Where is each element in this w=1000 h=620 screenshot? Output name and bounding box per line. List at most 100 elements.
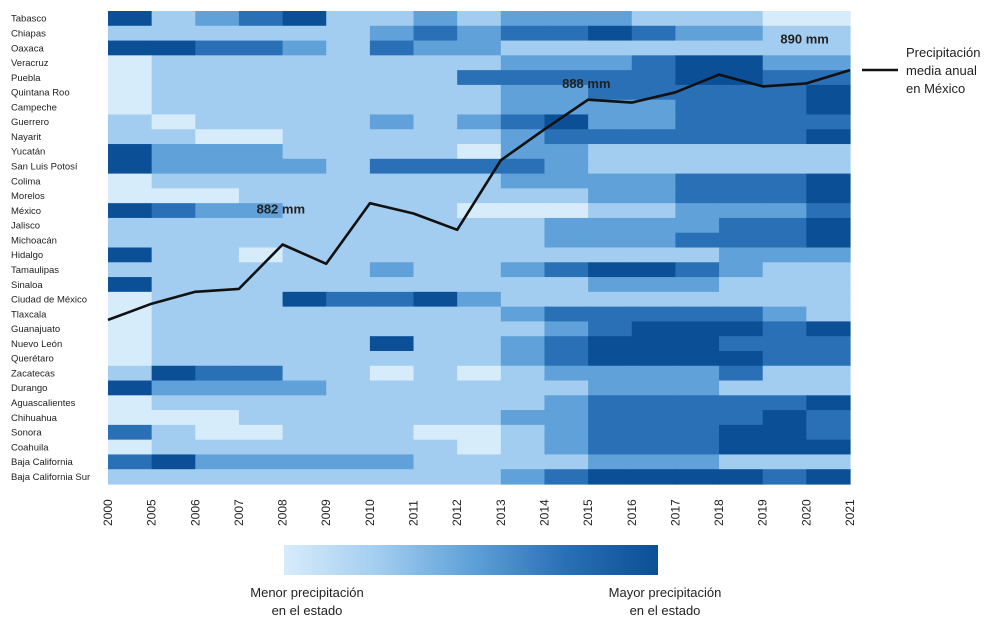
heatmap-cell [326,99,371,116]
heatmap-cell [326,11,371,27]
heatmap-cell [326,454,371,470]
state-label: Campeche [11,102,57,113]
heatmap-cell [369,380,415,396]
heatmap-cell [238,424,284,441]
state-label: Puebla [11,73,41,84]
heatmap-cell [675,144,720,160]
heatmap-cell [675,217,720,234]
heatmap-cell [195,395,240,411]
heatmap-cell [762,380,807,396]
heatmap-cell [326,469,371,485]
heatmap-cell [719,410,764,426]
colorbar-min-text-1: Menor precipitación [250,585,364,600]
heatmap-cell [238,144,284,160]
heatmap-cell [588,203,633,219]
colorbar-max-text-2: en el estado [629,603,701,618]
heatmap-cell [631,55,677,71]
heatmap-cell [719,70,764,86]
heatmap-cell [238,40,284,56]
heatmap-cell [326,55,371,71]
heatmap-cell [806,25,851,42]
heatmap-cell [108,410,153,426]
heatmap-chart: Tabasco Chiapas Oaxaca Veracruz Puebla Quinta… [11,11,898,526]
heatmap-cell [500,454,546,470]
heatmap-cell [806,217,851,234]
heatmap-cell [108,11,153,27]
heatmap-cell [238,321,284,337]
heatmap-cell [326,291,371,308]
heatmap-cell [369,454,415,470]
heatmap-cell [195,173,240,189]
heatmap-cell [719,99,764,116]
heatmap-cell [675,11,720,27]
heatmap-cell [675,173,720,189]
heatmap-cell [544,247,589,263]
heatmap-cell [500,365,546,382]
heatmap-cell [675,70,720,86]
colorbar-min-text-2: en el estado [271,603,343,618]
heatmap-cell [151,55,196,71]
heatmap-cell [326,232,371,249]
year-label: 2021 [843,499,857,526]
heatmap-cell [413,129,458,145]
heatmap-cell [806,380,851,396]
state-label: Aguascalientes [11,398,76,409]
heatmap-cell [631,99,677,116]
heatmap-cell [806,55,851,71]
heatmap-cell [282,469,327,485]
heatmap-cell [369,84,415,101]
state-label: Veracruz [11,58,49,69]
heatmap-cell [806,291,851,308]
heatmap-cell [413,232,458,249]
heatmap-cell [719,291,764,308]
heatmap-cell [151,84,196,101]
heatmap-cell [675,55,720,71]
heatmap-cell [806,306,851,323]
heatmap-cell [151,469,196,485]
heatmap-cell [108,114,153,130]
heatmap-cell [457,232,502,249]
heatmap-cell [500,262,546,278]
heatmap-cell [238,365,284,382]
heatmap-cell [500,306,546,323]
heatmap-cell [282,84,327,101]
heatmap-cell [500,247,546,263]
heatmap-cell [719,84,764,101]
colorbar-min-label: Menor precipitación en el estado [222,584,392,620]
heatmap-cell [457,129,502,145]
heatmap-cell [108,291,153,308]
heatmap-cell [588,11,633,27]
heatmap-cell [413,247,458,263]
heatmap-cell [195,291,240,308]
heatmap-cell [238,11,284,27]
heatmap-cell [631,469,677,485]
heatmap-cell [762,173,807,189]
heatmap-cell [195,469,240,485]
heatmap-cell [675,232,720,249]
heatmap-cell [806,84,851,101]
heatmap-cell [675,350,720,367]
heatmap-cell [631,232,677,249]
heatmap-cell [369,350,415,367]
heatmap-cell [326,350,371,367]
heatmap-cell [500,114,546,130]
heatmap-cell [238,129,284,145]
heatmap-cell [500,129,546,145]
heatmap-cell [500,11,546,27]
state-label: Coahuila [11,442,49,453]
heatmap-cell [369,410,415,426]
heatmap-cell [544,173,589,189]
heatmap-cell [151,114,196,130]
heatmap-cell [369,291,415,308]
heatmap-cell [719,173,764,189]
heatmap-cell [588,350,633,367]
heatmap-cell [326,84,371,101]
heatmap-cell [238,70,284,86]
heatmap-cell [282,70,327,86]
heatmap-cell [195,424,240,441]
heatmap-cell [195,188,240,204]
heatmap-cell [500,84,546,101]
heatmap-cell [588,439,633,456]
heatmap-cell [544,277,589,293]
heatmap-cell [413,454,458,470]
